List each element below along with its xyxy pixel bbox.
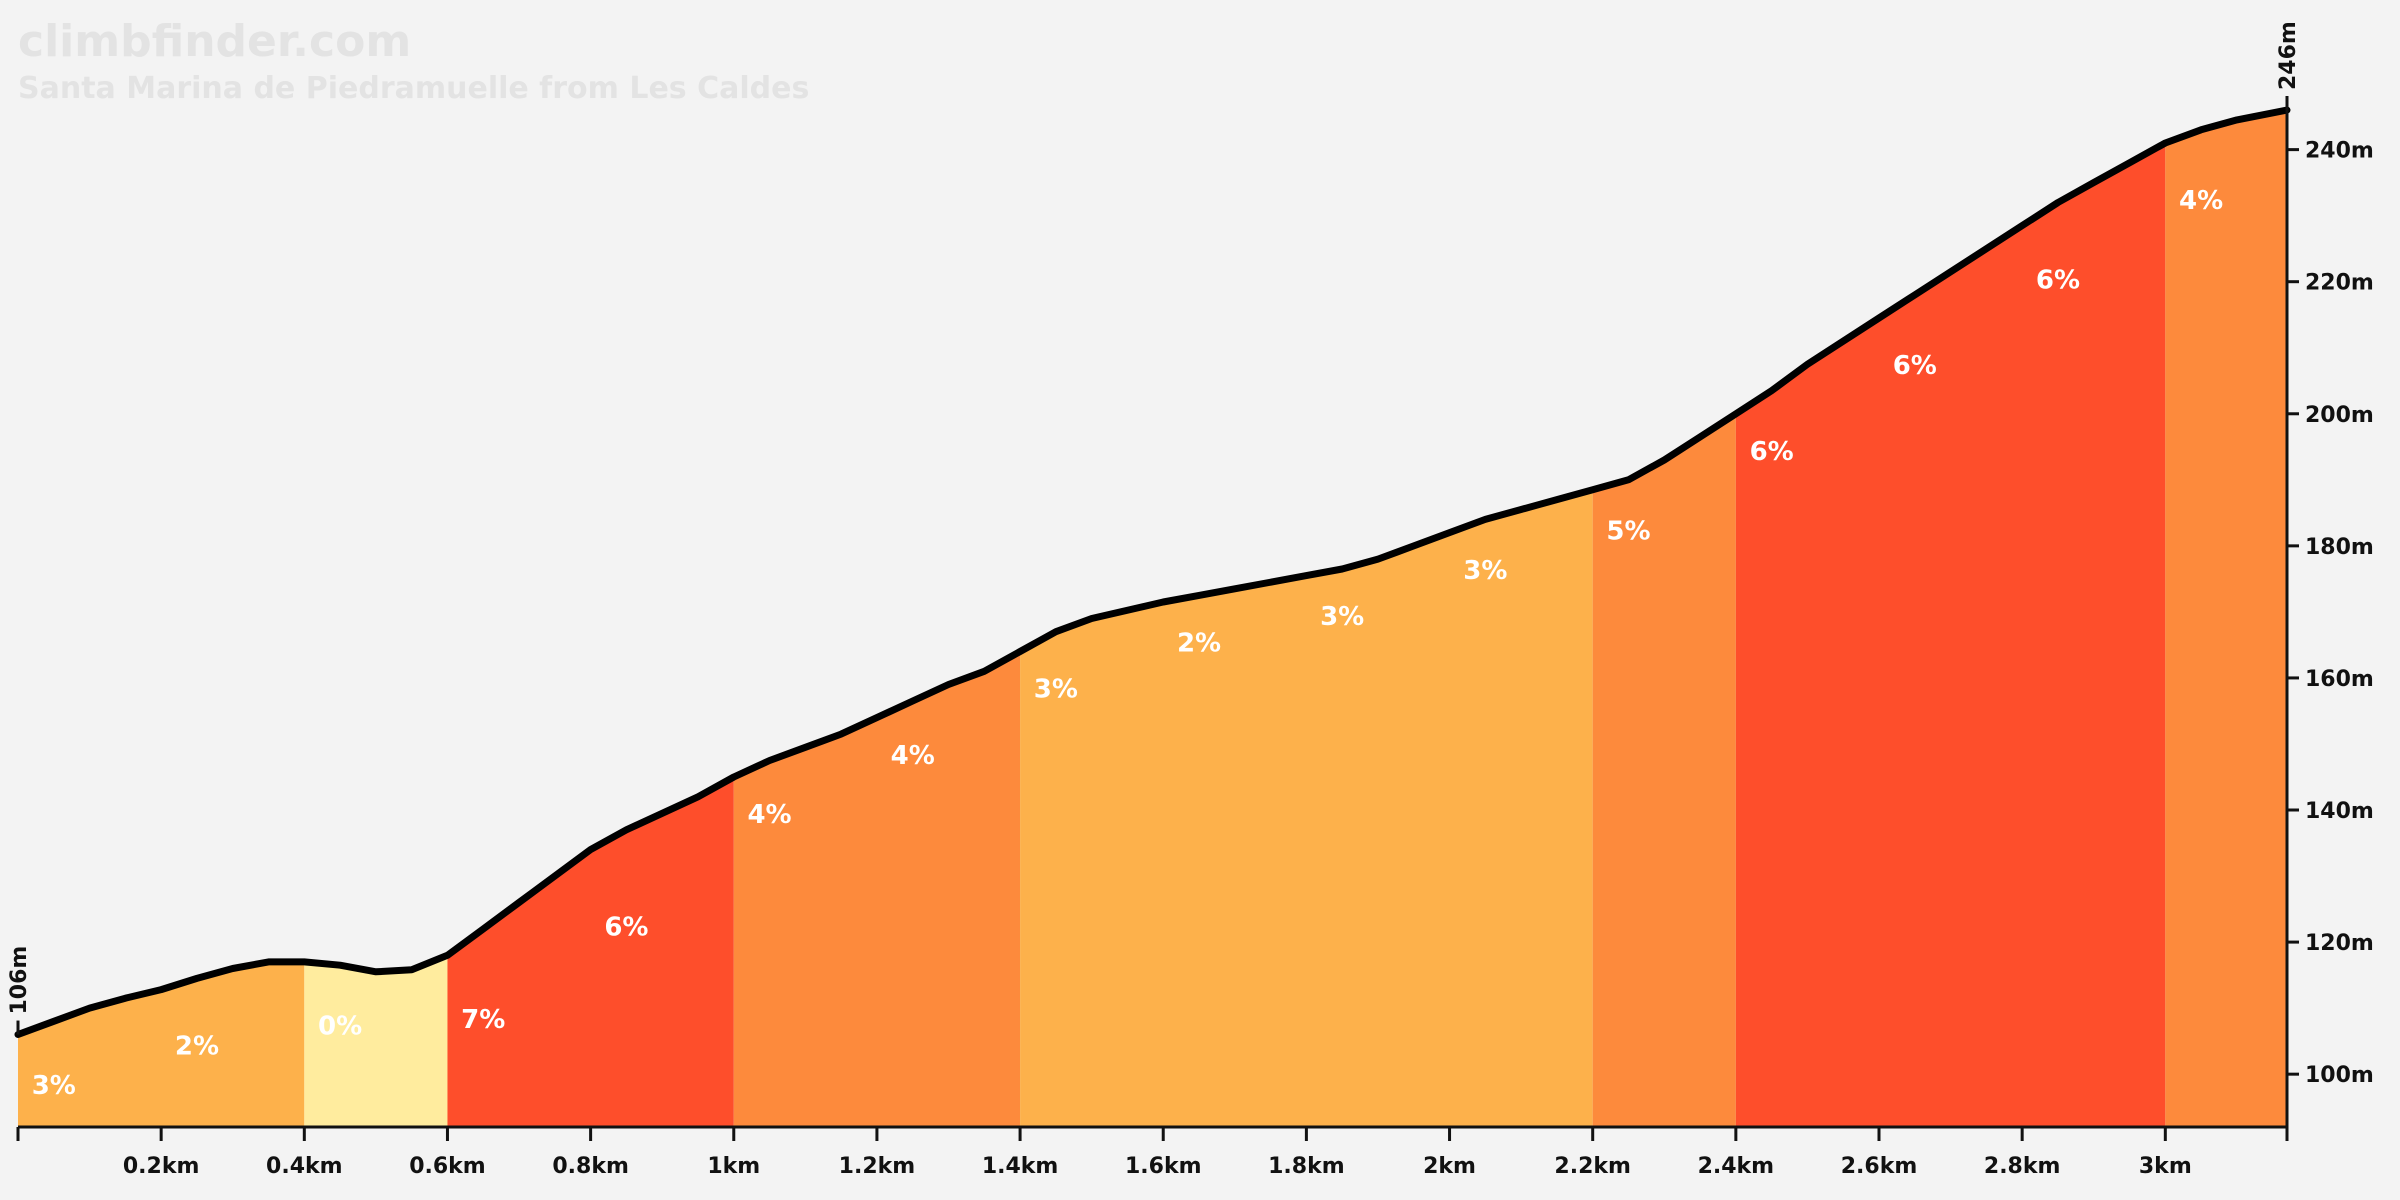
grade-label-11: 5% [1606, 516, 1650, 546]
grade-label-9: 3% [1320, 602, 1364, 632]
x-tick-label-8: 1.8km [1268, 1154, 1345, 1179]
gradient-segment-2 [447, 110, 734, 1127]
gradient-segment-4 [1020, 110, 1593, 1127]
gradient-segment-3 [733, 110, 1021, 1127]
x-tick-label-7: 1.6km [1125, 1154, 1202, 1179]
end-elevation-label: 246m [2276, 21, 2301, 90]
grade-label-6: 4% [891, 741, 935, 771]
grade-label-12: 6% [1750, 437, 1794, 467]
y-tick-label-5: 200m [2305, 403, 2374, 428]
x-tick-label-13: 2.8km [1984, 1154, 2061, 1179]
grade-label-1: 2% [175, 1031, 219, 1061]
y-tick-label-0: 100m [2305, 1063, 2374, 1088]
grade-label-15: 4% [2179, 186, 2223, 216]
gradient-segment-7 [2165, 110, 2287, 1127]
x-tick-label-2: 0.6km [409, 1154, 486, 1179]
y-tick-label-7: 240m [2305, 139, 2374, 164]
grade-label-7: 3% [1034, 675, 1078, 705]
grade-label-10: 3% [1463, 556, 1507, 586]
y-axis: 100m 120m 140m 160m 180m 200m 220m 240m [2285, 110, 2374, 1127]
gradient-segment-5 [1592, 110, 1736, 1127]
y-tick-label-3: 160m [2305, 667, 2374, 692]
y-tick-label-1: 120m [2305, 931, 2374, 956]
x-tick-label-9: 2km [1423, 1154, 1476, 1179]
site-watermark: climbfinder.com [18, 16, 411, 67]
grade-label-2: 0% [318, 1012, 362, 1042]
grade-label-8: 2% [1177, 629, 1221, 659]
start-elevation-label: 106m [7, 946, 32, 1015]
grade-label-5: 4% [747, 800, 791, 830]
x-tick-label-12: 2.6km [1841, 1154, 1918, 1179]
x-tick-label-6: 1.4km [982, 1154, 1059, 1179]
x-tick-label-5: 1.2km [839, 1154, 916, 1179]
y-tick-label-2: 140m [2305, 799, 2374, 824]
grade-label-3: 7% [461, 1005, 505, 1035]
x-tick-label-11: 2.4km [1698, 1154, 1775, 1179]
elevation-line [14, 106, 2291, 1038]
x-tick-label-0: 0.2km [123, 1154, 200, 1179]
x-tick-label-3: 0.8km [552, 1154, 629, 1179]
grade-labels: 3% 2% 0% 7% 6% 4% 4% 3% 2% 3% 3% 5% 6% 6% 6% 4% [32, 186, 2223, 1101]
x-tick-label-10: 2.2km [1554, 1154, 1631, 1179]
grade-label-4: 6% [604, 912, 648, 942]
x-tick-label-1: 0.4km [266, 1154, 343, 1179]
climb-name-watermark: Santa Marina de Piedramuelle from Les Ca… [18, 71, 809, 106]
grade-label-0: 3% [32, 1071, 76, 1101]
y-tick-label-6: 220m [2305, 271, 2374, 296]
grade-label-13: 6% [1893, 351, 1937, 381]
y-tick-label-4: 180m [2305, 535, 2374, 560]
gradient-segment-6 [1735, 110, 2166, 1127]
grade-label-14: 6% [2036, 265, 2080, 295]
x-tick-label-4: 1km [707, 1154, 760, 1179]
x-tick-label-14: 3km [2139, 1154, 2192, 1179]
endpoint-labels: 106m 246m [7, 21, 2301, 1035]
x-axis: 0.2km 0.4km 0.6km 0.8km 1km 1.2km 1.4km 1.6km 1.… [16, 1125, 2289, 1179]
